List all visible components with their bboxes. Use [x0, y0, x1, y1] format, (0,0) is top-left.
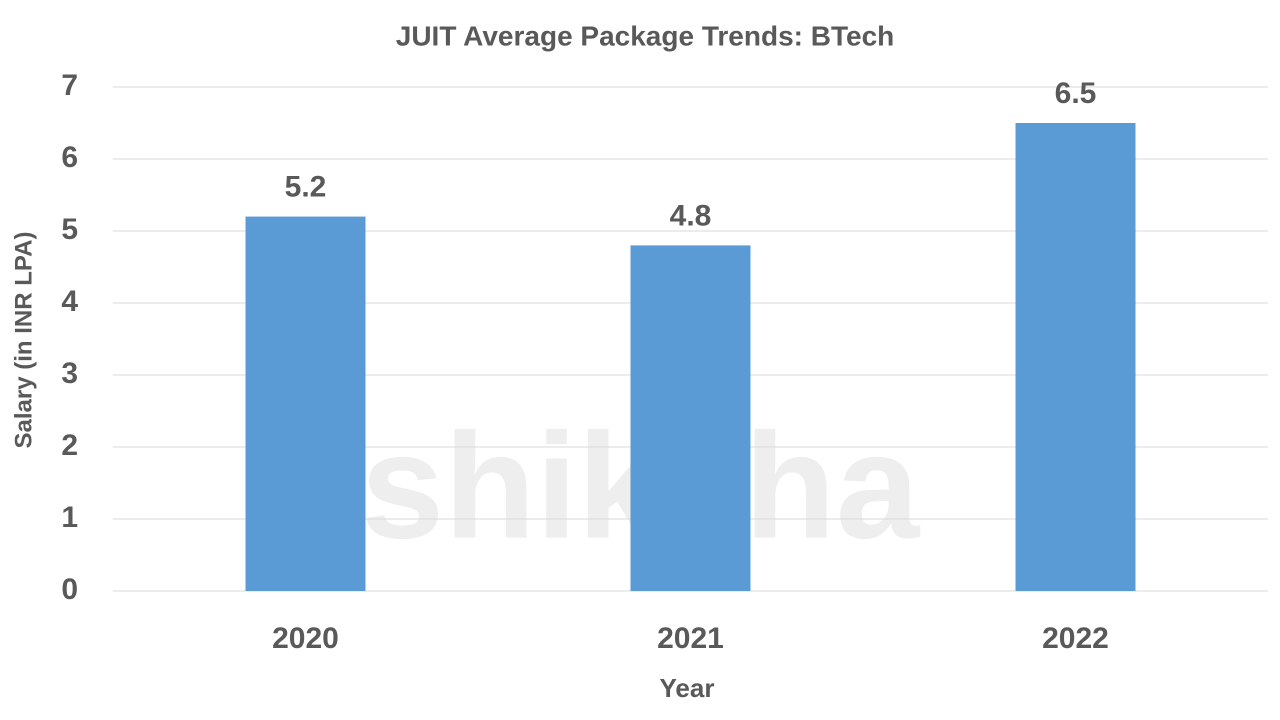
x-tick-label: 2020	[272, 622, 339, 655]
chart-title: JUIT Average Package Trends: BTech	[396, 20, 895, 51]
data-label: 4.8	[670, 199, 712, 232]
data-label: 6.5	[1055, 77, 1097, 110]
y-tick-label: 2	[61, 429, 78, 462]
bar	[1015, 123, 1136, 591]
x-axis-label: Year	[660, 673, 715, 703]
x-tick-label: 2021	[657, 622, 724, 655]
y-tick-label: 4	[61, 285, 78, 318]
y-tick-label: 3	[61, 357, 78, 390]
x-tick-label: 2022	[1042, 622, 1109, 655]
bar	[245, 216, 366, 591]
y-tick-label: 7	[61, 69, 78, 102]
y-tick-label: 0	[61, 573, 78, 606]
y-tick-label: 6	[61, 141, 78, 174]
bar	[630, 245, 751, 591]
y-axis-label: Salary (in INR LPA)	[10, 232, 37, 449]
y-tick-label: 1	[61, 501, 78, 534]
y-tick-label: 5	[61, 213, 78, 246]
data-label: 5.2	[285, 171, 327, 204]
